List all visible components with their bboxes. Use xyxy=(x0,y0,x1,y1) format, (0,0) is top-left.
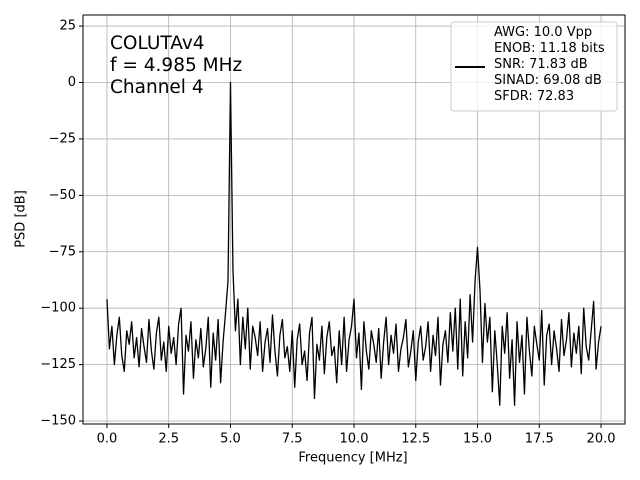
x-tick-label: 10.0 xyxy=(340,432,369,447)
x-tick-label: 20.0 xyxy=(587,432,616,447)
annotation-line: f = 4.985 MHz xyxy=(110,55,243,76)
x-tick-label: 5.0 xyxy=(220,432,241,447)
legend-label: AWG: 10.0 Vpp ENOB: 11.18 bits SNR: 71.8… xyxy=(494,25,605,104)
legend xyxy=(450,21,618,112)
annotation: COLUTAv4 f = 4.985 MHz Channel 4 xyxy=(110,33,242,99)
y-tick-label: 0 xyxy=(68,75,76,90)
y-axis-label: PSD [dB] xyxy=(14,190,29,248)
y-tick-label: 25 xyxy=(59,19,76,34)
x-axis-label: Frequency [MHz] xyxy=(298,451,407,466)
x-tick-label: 0.0 xyxy=(97,432,118,447)
x-tick-label: 17.5 xyxy=(525,432,554,447)
y-tick-label: −100 xyxy=(40,301,76,316)
x-tick-label: 7.5 xyxy=(282,432,303,447)
legend-box xyxy=(450,21,618,112)
y-tick-label: −125 xyxy=(40,357,76,372)
y-tick-label: −75 xyxy=(49,244,76,259)
annotation-line: Channel 4 xyxy=(110,77,204,98)
x-tick-label: 15.0 xyxy=(463,432,492,447)
data-line xyxy=(106,81,602,406)
y-tick-label: −25 xyxy=(49,131,76,146)
y-tick-label: −50 xyxy=(49,188,76,203)
plot-frame xyxy=(82,14,626,425)
annotation-line: COLUTAv4 xyxy=(110,33,205,54)
x-tick-label: 2.5 xyxy=(158,432,179,447)
x-tick-label: 12.5 xyxy=(401,432,430,447)
y-tick-label: −150 xyxy=(40,414,76,429)
